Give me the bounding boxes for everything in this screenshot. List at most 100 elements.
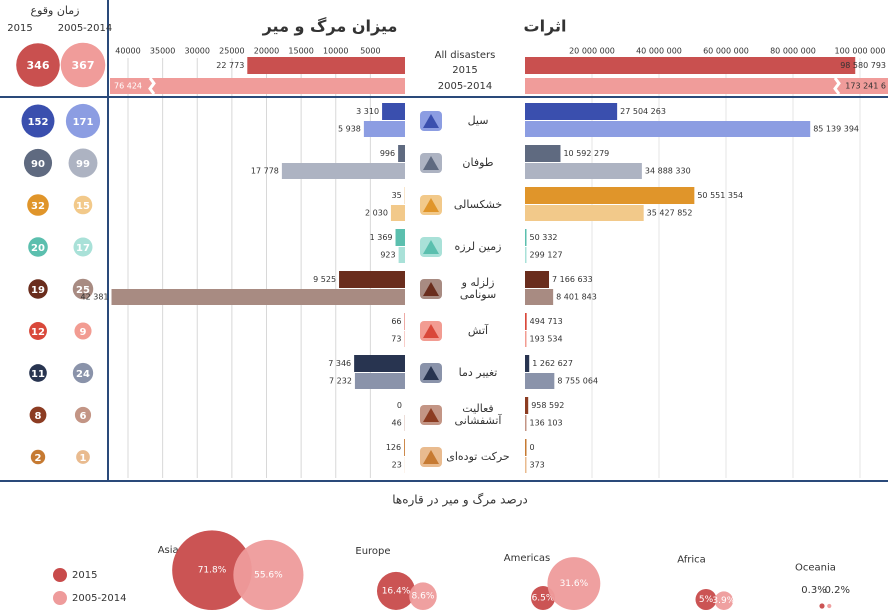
continent-bubble [376,571,416,610]
loss-bar [525,121,811,137]
continent-bubble [695,588,717,610]
value-label: 73 [391,335,401,344]
frequency-bubble [28,237,48,257]
death-bar [281,163,405,179]
value-label: 958 592 [531,401,564,410]
frequency-bubble [60,42,106,88]
frequency-bubble [21,104,55,138]
loss-bar [525,457,527,473]
value-label: 0.2% [825,585,850,596]
frequency-bubble [27,194,49,216]
value-label: 7 346 [328,359,351,368]
category-icon [423,156,439,170]
value-label: 35 [392,191,402,200]
value-label: 923 [380,251,395,260]
category-label: حرکت توده‌ای [446,450,509,463]
loss-bar [525,103,618,120]
continent-bubble [233,539,304,611]
value-label: 494 713 [530,317,563,326]
category-label: Americas [504,553,550,564]
category-label: زمین لرزه [455,240,502,253]
frequency-bubble [23,148,53,178]
legend-marker [53,591,67,605]
x-tick-label: 60 000 000 [703,47,749,56]
value-label: 46 [391,419,401,428]
value-label: 71.8% [198,566,227,576]
death-bar [354,355,405,372]
category-label: زلزله و سونامی [460,276,496,301]
frequency-bubble [30,449,46,465]
frequency-label: 367 [72,59,95,72]
frequency-label: 20 [31,243,45,254]
category-label: طوفان [462,156,493,169]
continent-bubble [172,530,252,610]
death-bar [404,331,405,347]
frequency-title: زمان وقوع [31,4,80,17]
x-tick-label: 40000 [115,47,140,56]
frequency-label: 12 [31,327,45,338]
value-label: 55.6% [254,570,283,580]
value-label: 3 310 [356,107,379,116]
continent-bubble [819,603,825,609]
impacts-title: اثرات [523,17,566,36]
frequency-bubble [76,450,90,464]
x-tick-label: 40 000 000 [636,47,682,56]
frequency-bubble [29,322,47,340]
frequency-bubble [73,237,93,257]
frequency-label: 6 [80,411,87,422]
axis-break [833,77,841,95]
loss-bar [525,289,554,305]
frequency-bubble [74,406,92,424]
category-label: Europe [355,546,390,557]
frequency-bubble [16,43,60,87]
loss-bar [525,373,555,389]
value-label: 85 139 394 [813,125,859,134]
value-label: 50 332 [530,233,558,242]
loss-bar [525,187,695,204]
loss-bar [525,331,527,347]
value-label: 50 551 354 [697,191,743,200]
category-icon [423,408,439,422]
frequency-label: 19 [31,285,45,296]
x-tick-label: 35000 [150,47,175,56]
value-label: 7 232 [329,377,352,386]
value-label: 996 [380,149,395,158]
category-icon [423,282,439,296]
x-tick-label: 10000 [323,47,348,56]
frequency-bubble [29,406,47,424]
value-label: 8.6% [412,592,435,602]
value-label: 136 103 [530,419,563,428]
category-icon [423,366,439,380]
category-label: Asia [158,545,179,556]
continent-bubble [547,557,601,610]
x-tick-label: 30000 [185,47,210,56]
death-bar [398,145,405,162]
frequency-bubble [72,362,94,384]
x-tick-label: 80 000 000 [770,47,816,56]
frequency-label: 15 [76,201,90,212]
legend-marker [53,568,67,582]
death-bar [404,439,405,456]
category-icon [423,240,439,254]
value-label: 9 525 [313,275,336,284]
frequency-label: 32 [31,201,45,212]
category-icon [423,450,439,464]
frequency-label: 1 [80,453,87,464]
category-icon [423,324,439,338]
frequency-label: 24 [76,369,90,380]
value-label: 10 592 279 [563,149,609,158]
continent-bubble [714,591,734,611]
series-name: 2015 [7,23,32,34]
value-label: 3.9% [712,596,735,606]
x-tick-label: 5000 [360,47,380,56]
category-icon [423,198,439,212]
value-label: 0 [530,443,535,452]
value-label: 373 [530,461,545,470]
series-name: 2015 [452,65,477,76]
value-label: 5 938 [338,125,361,134]
loss-bar [525,78,888,94]
frequency-label: 8 [35,411,42,422]
legend-label: 2015 [72,570,97,581]
x-tick-label: 15000 [288,47,313,56]
